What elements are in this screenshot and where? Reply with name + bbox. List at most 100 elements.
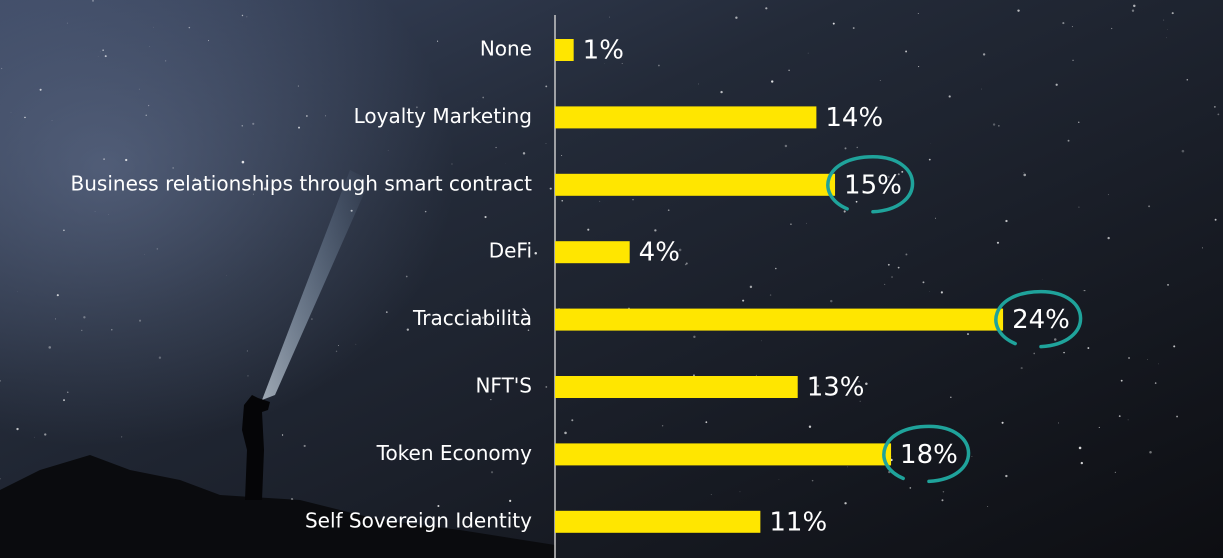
star xyxy=(104,55,107,58)
star xyxy=(1005,474,1008,478)
star xyxy=(81,185,83,188)
star xyxy=(111,329,113,331)
star xyxy=(667,209,670,212)
star xyxy=(226,275,227,276)
star xyxy=(788,69,790,72)
star xyxy=(1053,338,1057,341)
star xyxy=(1020,367,1023,370)
star xyxy=(830,299,833,303)
star xyxy=(303,444,306,448)
star xyxy=(604,63,605,64)
star xyxy=(252,193,254,195)
bar xyxy=(555,510,761,533)
star xyxy=(811,479,814,482)
star xyxy=(385,311,388,313)
star xyxy=(0,478,1,480)
star xyxy=(1171,12,1174,15)
star xyxy=(693,374,695,377)
star xyxy=(264,187,267,190)
category-label: Business relationships through smart con… xyxy=(71,171,533,195)
star xyxy=(97,55,99,57)
star xyxy=(1023,172,1025,174)
star xyxy=(94,211,96,212)
silhouette xyxy=(242,395,270,500)
star xyxy=(1063,351,1065,354)
star xyxy=(928,158,931,161)
star xyxy=(934,217,936,219)
star xyxy=(790,223,792,226)
star xyxy=(494,326,495,327)
star xyxy=(241,14,244,17)
star xyxy=(755,374,757,376)
star xyxy=(558,307,560,309)
star xyxy=(1078,206,1080,208)
star xyxy=(1067,139,1070,142)
star xyxy=(1023,173,1027,177)
star xyxy=(996,241,1000,244)
star xyxy=(1120,379,1123,382)
star xyxy=(1082,290,1084,292)
star xyxy=(534,252,538,255)
star xyxy=(481,316,484,319)
star xyxy=(1072,59,1074,61)
star xyxy=(621,63,623,64)
star xyxy=(742,299,745,302)
star xyxy=(437,505,440,508)
star xyxy=(545,85,548,88)
star xyxy=(482,96,485,99)
star xyxy=(247,375,249,377)
star xyxy=(1158,363,1159,365)
star xyxy=(769,294,772,296)
star xyxy=(484,215,487,219)
star xyxy=(1058,422,1059,424)
star xyxy=(125,158,128,162)
star xyxy=(338,345,339,346)
value-label: 14% xyxy=(825,103,883,133)
star xyxy=(897,266,900,269)
star xyxy=(194,177,197,180)
category-label: None xyxy=(480,37,532,61)
star xyxy=(971,456,973,457)
star xyxy=(1214,218,1217,221)
star xyxy=(139,319,142,322)
star xyxy=(102,49,104,51)
highlight-circle xyxy=(882,424,971,484)
star xyxy=(705,421,708,424)
star xyxy=(1107,236,1110,240)
star xyxy=(158,356,162,359)
star xyxy=(561,154,563,156)
star xyxy=(1148,205,1151,208)
star xyxy=(522,152,526,155)
star xyxy=(846,466,848,468)
star xyxy=(252,122,255,125)
star xyxy=(208,40,210,42)
star xyxy=(1163,19,1165,21)
bar xyxy=(555,376,798,398)
star xyxy=(246,350,248,352)
star xyxy=(63,399,65,402)
star xyxy=(865,382,868,386)
star xyxy=(1201,247,1203,249)
star xyxy=(81,329,83,332)
star xyxy=(1167,284,1169,286)
star xyxy=(1176,415,1178,418)
star xyxy=(406,328,409,331)
category-label: Self Sovereign Identity xyxy=(305,508,532,532)
star xyxy=(246,16,248,18)
star xyxy=(1131,9,1135,12)
star xyxy=(415,106,418,109)
star xyxy=(843,210,846,213)
star xyxy=(505,47,507,48)
star xyxy=(432,178,434,180)
star xyxy=(844,147,847,150)
star xyxy=(1017,9,1020,12)
star xyxy=(51,120,53,121)
star xyxy=(1217,113,1220,116)
star xyxy=(941,499,944,502)
star xyxy=(549,187,552,190)
star xyxy=(950,396,952,398)
star xyxy=(527,322,530,326)
star xyxy=(1186,79,1189,81)
star xyxy=(693,335,696,339)
